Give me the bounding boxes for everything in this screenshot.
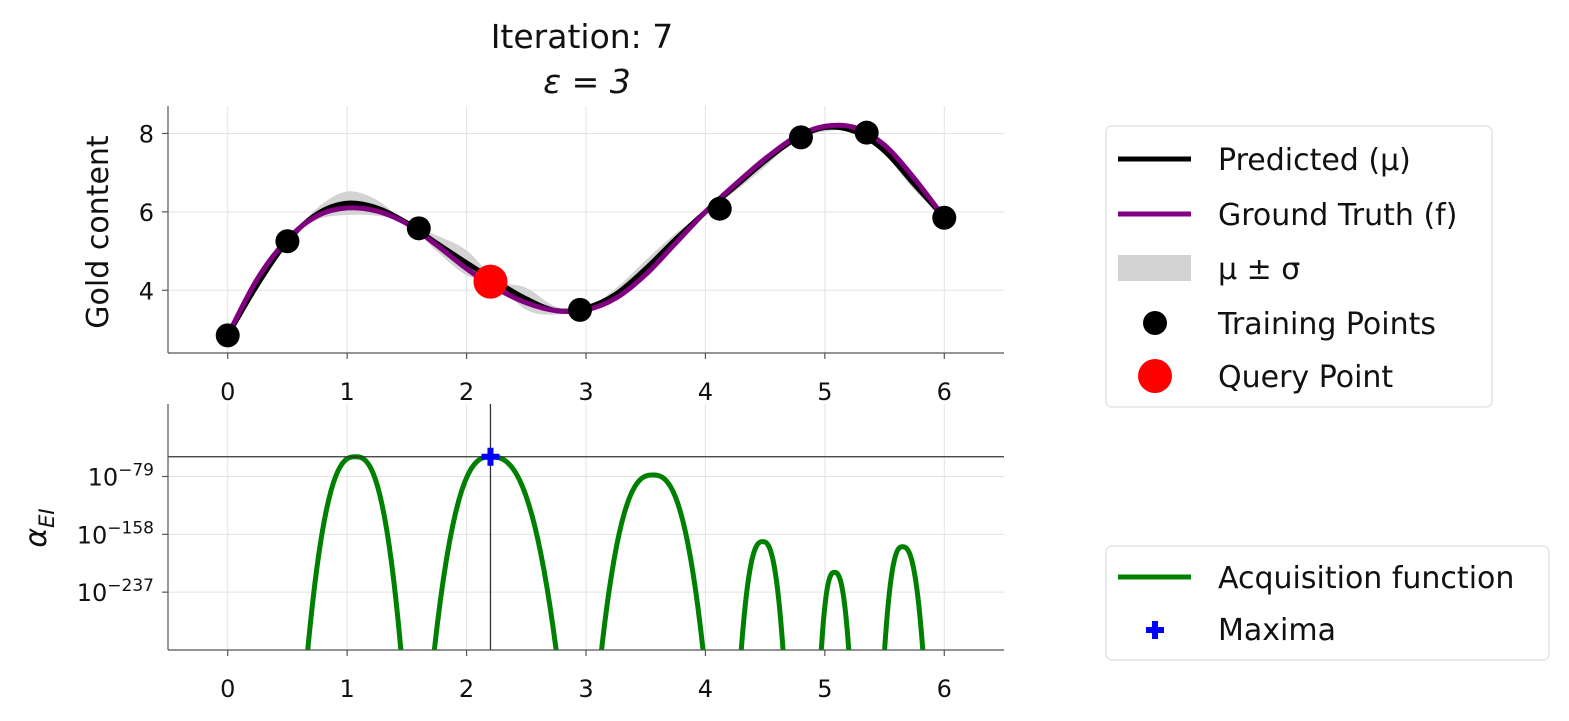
legend-query-label: Query Point — [1218, 360, 1393, 395]
top-x-tick-label-1: 1 — [340, 378, 355, 406]
legend-band-swatch — [1118, 255, 1191, 281]
top-x-tick-label-6: 6 — [937, 378, 952, 406]
top-axes — [162, 106, 1004, 359]
legend-training-label: Training Points — [1217, 307, 1436, 342]
legend-bottom: Acquisition function Maxima — [1105, 545, 1550, 661]
training-point-6 — [854, 120, 879, 145]
bottom-tick-labels: 0 1 2 3 4 5 6 10−79 10−158 10−237 — [77, 460, 952, 703]
training-point-5 — [788, 125, 813, 150]
top-x-tick-label-5: 5 — [817, 378, 832, 406]
gold-content-plot: 0 1 2 3 4 5 6 4 6 8 Gold content — [81, 106, 1004, 406]
top-x-tick-label-4: 4 — [698, 378, 713, 406]
acquisition-lobe-1 — [431, 454, 559, 651]
chart-title-line2: ε = 3 — [543, 62, 630, 101]
legend-training-swatch — [1143, 311, 1167, 335]
legend-acquisition-label: Acquisition function — [1218, 561, 1514, 596]
legend-ground-truth-label: Ground Truth (f) — [1218, 198, 1457, 233]
top-y-tick-label-1: 6 — [139, 199, 154, 227]
top-tick-labels: 0 1 2 3 4 5 6 4 6 8 — [139, 120, 952, 406]
legend-maxima: Maxima — [1146, 613, 1336, 648]
legend-predicted-label: Predicted (μ) — [1218, 143, 1411, 178]
training-point-7 — [932, 205, 957, 230]
training-point-2 — [406, 216, 431, 241]
acquisition-lobe-2 — [599, 472, 706, 651]
legend-maxima-label: Maxima — [1218, 613, 1336, 648]
acquisition-lobe-0 — [305, 454, 404, 651]
acquisition-lobe-3 — [738, 539, 786, 651]
legend-top-frame — [1105, 125, 1493, 408]
acquisition-lobe-4 — [818, 569, 852, 651]
bottom-grid — [168, 404, 1004, 650]
training-point-0 — [215, 323, 240, 348]
acquisition-lines — [305, 454, 926, 651]
training-point-4 — [707, 196, 732, 221]
legend-predicted: Predicted (μ) — [1118, 143, 1411, 178]
legend-query-swatch — [1138, 359, 1172, 393]
legend-bottom-frame — [1105, 545, 1550, 661]
bottom-x-tick-label-3: 3 — [578, 675, 593, 703]
query-point — [473, 264, 508, 299]
acquisition-plot: 0 1 2 3 4 5 6 10−79 10−158 10−237 αEI — [19, 404, 1004, 703]
top-points — [215, 120, 957, 348]
chart-title-line1: Iteration: 7 — [491, 17, 674, 56]
legend-band: μ ± σ — [1118, 252, 1300, 287]
maxima-marker — [481, 447, 500, 466]
maxima-point — [481, 447, 500, 466]
legend-query: Query Point — [1138, 359, 1393, 395]
legend-maxima-swatch — [1146, 621, 1164, 639]
bottom-x-tick-label-5: 5 — [817, 675, 832, 703]
bottom-axes — [162, 404, 1004, 656]
legend-acquisition: Acquisition function — [1118, 561, 1514, 596]
legend-top: Predicted (μ) Ground Truth (f) μ ± σ Traini… — [1105, 125, 1493, 408]
top-x-tick-label-0: 0 — [220, 378, 235, 406]
legend-training: Training Points — [1143, 307, 1436, 342]
top-y-tick-label-2: 8 — [139, 120, 154, 148]
bottom-y-axis-label: αEI — [19, 508, 59, 547]
legend-ground-truth: Ground Truth (f) — [1118, 198, 1457, 233]
training-point-1 — [275, 229, 300, 254]
bottom-x-tick-label-6: 6 — [937, 675, 952, 703]
bottom-y-tick-label-0: 10−79 — [88, 460, 154, 491]
legend-band-label: μ ± σ — [1218, 252, 1300, 287]
bottom-y-tick-label-2: 10−237 — [77, 576, 154, 607]
top-y-axis-label: Gold content — [81, 135, 116, 329]
acquisition-lobe-5 — [882, 544, 926, 651]
bottom-y-tick-label-1: 10−158 — [77, 518, 154, 549]
bottom-x-tick-label-2: 2 — [459, 675, 474, 703]
training-point-3 — [568, 297, 593, 322]
top-y-tick-label-0: 4 — [139, 277, 154, 305]
bottom-x-tick-label-1: 1 — [340, 675, 355, 703]
top-x-tick-label-3: 3 — [578, 378, 593, 406]
bottom-x-tick-label-4: 4 — [698, 675, 713, 703]
top-x-tick-label-2: 2 — [459, 378, 474, 406]
bottom-x-tick-label-0: 0 — [220, 675, 235, 703]
maxima-crosshair — [168, 404, 1004, 650]
